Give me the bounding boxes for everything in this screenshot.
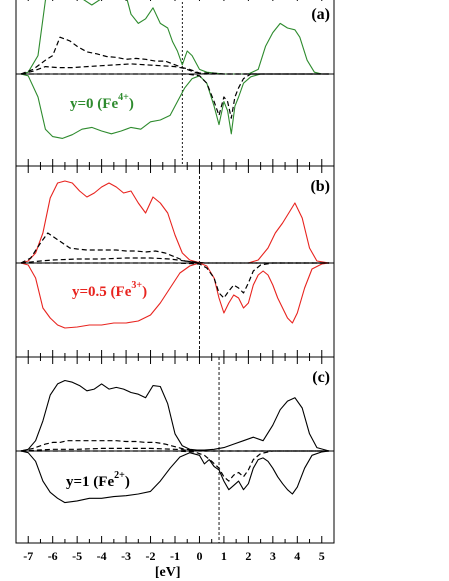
panel-a: (a) y=0 (Fe4+) — [15, 0, 335, 167]
dos-curve-solid-down — [20, 262, 330, 329]
x-tick-label: 5 — [319, 549, 325, 563]
dos-curve-dashed-up — [20, 257, 330, 264]
panel-c: (c) y=1 (Fe2+) — [15, 356, 335, 544]
annotation-text: y=1 (Fe — [66, 474, 114, 490]
x-tick-label: -4 — [97, 549, 107, 563]
dos-curve-dashed-up — [20, 232, 330, 264]
panel-b: (b) y=0.5 (Fe3+) — [15, 165, 335, 358]
x-tick-label: 0 — [196, 549, 202, 563]
dos-curve-dashed-up — [20, 36, 330, 75]
x-tick-label: -5 — [72, 549, 82, 563]
x-tick-label: -7 — [23, 549, 33, 563]
dos-curve-solid-up — [20, 180, 330, 264]
x-tick-label: 1 — [221, 549, 227, 563]
x-tick-label: 4 — [294, 549, 300, 563]
dos-curve-dashed-down — [20, 73, 330, 119]
x-axis-label: [eV] — [155, 565, 181, 580]
annotation-superscript: 4+ — [118, 92, 129, 103]
dos-curve-dashed-down — [20, 262, 330, 299]
panel-frame — [15, 165, 335, 358]
annotation-text: y=0 (Fe — [70, 96, 118, 112]
dos-curve-solid-up — [20, 379, 330, 452]
dos-curve-dashed-up — [20, 440, 330, 452]
annotation-close: ) — [129, 96, 134, 112]
panel-tag: (c) — [312, 369, 330, 386]
x-tick-label: -2 — [146, 549, 156, 563]
dos-curve-solid-up — [20, 0, 330, 75]
annotation-text: y=0.5 (Fe — [72, 284, 132, 300]
panel-annotation: y=0 (Fe4+) — [70, 92, 134, 112]
dos-curve-solid-down — [20, 73, 330, 139]
annotation-close: ) — [142, 284, 147, 300]
panel-annotation: y=1 (Fe2+) — [66, 470, 130, 490]
x-tick-label: -3 — [121, 549, 131, 563]
x-axis: -7 -6 -5 -4 -3 -2 -1 0 1 2 3 4 5 [eV] — [23, 549, 325, 580]
dos-curve-dashed-up — [20, 63, 330, 75]
annotation-superscript: 3+ — [131, 280, 142, 291]
dos-curve-dashed-down — [20, 450, 330, 482]
x-tick-label: 2 — [245, 549, 251, 563]
annotation-superscript: 2+ — [114, 470, 125, 481]
panel-frame — [15, 356, 335, 544]
x-tick-label: -6 — [48, 549, 58, 563]
x-tick-label: 3 — [270, 549, 276, 563]
panel-annotation: y=0.5 (Fe3+) — [72, 280, 147, 300]
panel-frame — [15, 0, 335, 167]
dos-curve-solid-down — [20, 450, 330, 504]
x-tick-label: -1 — [170, 549, 180, 563]
panel-tag: (a) — [311, 6, 330, 23]
panel-tag: (b) — [310, 178, 330, 195]
annotation-close: ) — [125, 474, 130, 490]
panels: (a) y=0 (Fe4+) (b) y=0.5 (Fe3+) (c) y=1 (Fe2+… — [15, 0, 335, 544]
